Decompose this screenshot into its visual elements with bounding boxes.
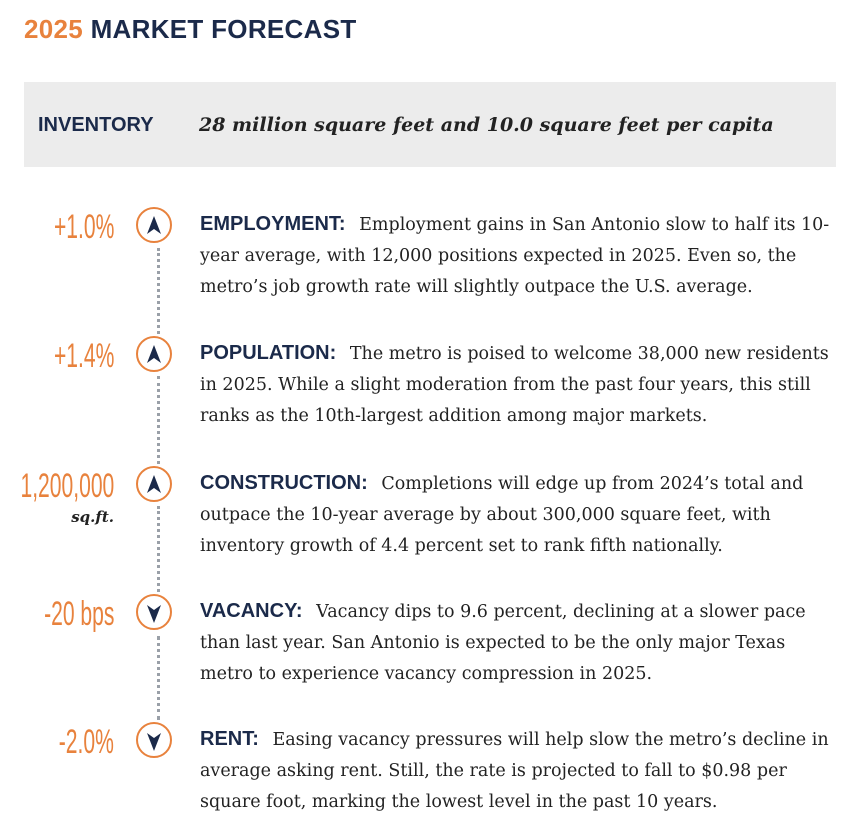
employment-text: Employment gains in San Antonio slow to … bbox=[200, 215, 830, 297]
arrow-down-icon bbox=[136, 594, 172, 630]
inventory-value: 28 million square feet and 10.0 square f… bbox=[199, 114, 774, 136]
population-text: The metro is poised to welcome 38,000 ne… bbox=[200, 344, 829, 426]
employment-heading: EMPLOYMENT: bbox=[200, 213, 346, 235]
population-heading: POPULATION: bbox=[200, 342, 337, 364]
timeline-connector-1 bbox=[157, 248, 160, 334]
construction-heading: CONSTRUCTION: bbox=[200, 472, 368, 494]
arrow-up-icon bbox=[136, 466, 172, 502]
construction-stat: 1,200,000 bbox=[20, 467, 114, 505]
construction-stat-unit: sq.ft. bbox=[71, 508, 114, 526]
rent-stat: -2.0% bbox=[58, 723, 114, 761]
construction-block: CONSTRUCTION: Completions will edge up f… bbox=[200, 468, 836, 562]
vacancy-text: Vacancy dips to 9.6 percent, declining a… bbox=[200, 602, 806, 684]
arrow-down-icon bbox=[136, 722, 172, 758]
page-title: 2025 MARKET FORECAST bbox=[24, 14, 357, 45]
timeline-connector-4 bbox=[157, 636, 160, 720]
rent-text: Easing vacancy pressures will help slow … bbox=[200, 730, 829, 812]
timeline-connector-2 bbox=[157, 376, 160, 464]
arrow-up-icon bbox=[136, 336, 172, 372]
inventory-label: INVENTORY bbox=[38, 114, 154, 136]
population-stat: +1.4% bbox=[53, 337, 114, 375]
inventory-band: INVENTORY 28 million square feet and 10.… bbox=[24, 82, 836, 167]
employment-block: EMPLOYMENT: Employment gains in San Anto… bbox=[200, 209, 836, 303]
vacancy-stat: -20 bps bbox=[43, 595, 114, 633]
timeline-connector-3 bbox=[157, 506, 160, 592]
vacancy-block: VACANCY: Vacancy dips to 9.6 percent, de… bbox=[200, 596, 836, 690]
population-block: POPULATION: The metro is poised to welco… bbox=[200, 338, 836, 432]
construction-text: Completions will edge up from 2024’s tot… bbox=[200, 474, 804, 556]
title-year: 2025 bbox=[24, 14, 84, 44]
rent-block: RENT: Easing vacancy pressures will help… bbox=[200, 724, 836, 818]
vacancy-heading: VACANCY: bbox=[200, 600, 303, 622]
rent-heading: RENT: bbox=[200, 728, 259, 750]
employment-stat: +1.0% bbox=[53, 208, 114, 246]
title-text: MARKET FORECAST bbox=[90, 14, 357, 44]
arrow-up-icon bbox=[136, 207, 172, 243]
